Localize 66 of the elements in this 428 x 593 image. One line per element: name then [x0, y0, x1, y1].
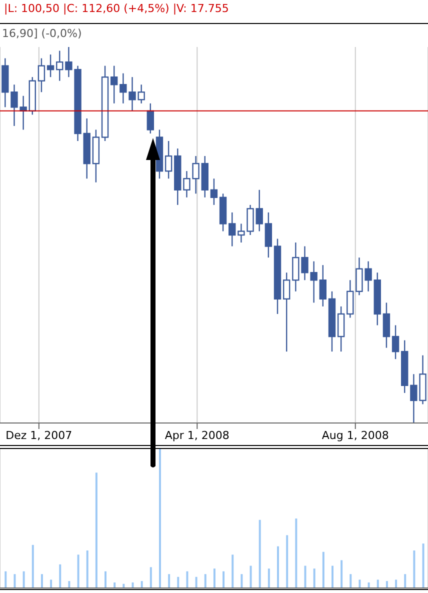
candlestick	[110, 65, 118, 104]
bar	[77, 554, 80, 588]
candlestick	[46, 54, 54, 78]
bar	[286, 535, 288, 588]
bar	[340, 560, 343, 588]
candlestick	[346, 280, 354, 318]
bar	[322, 552, 324, 588]
candlestick	[319, 264, 327, 308]
bar	[386, 581, 388, 588]
bar	[50, 580, 52, 588]
bar	[158, 449, 161, 588]
x-tick-label: Apr 1, 2008	[164, 428, 230, 442]
candlestick	[210, 178, 218, 206]
bar	[240, 574, 243, 588]
bar	[140, 581, 143, 588]
x-tick-label: Dez 1, 2007	[6, 428, 72, 442]
bar	[95, 472, 98, 588]
bar	[195, 576, 198, 588]
bar	[331, 566, 334, 588]
candlestick	[392, 324, 400, 360]
bar	[268, 568, 270, 588]
bar	[86, 550, 88, 588]
x-tick-label: Aug 1, 2008	[322, 428, 389, 442]
bar	[168, 574, 170, 588]
bar	[232, 554, 234, 588]
bar	[177, 576, 180, 588]
text: |L: 100,50 |C: 112,60 (+4,5%) |V: 17.755	[4, 2, 229, 15]
bar	[277, 546, 280, 588]
bar	[40, 574, 43, 588]
bar	[132, 582, 134, 588]
bar	[368, 582, 370, 588]
bar	[395, 580, 398, 588]
bar	[150, 567, 152, 588]
bar	[22, 571, 25, 588]
bar	[222, 571, 225, 588]
bar	[350, 574, 352, 588]
bar	[404, 574, 406, 588]
bar	[4, 571, 7, 588]
candlestick	[38, 58, 46, 93]
bar	[422, 544, 424, 588]
bar	[358, 580, 361, 588]
bar	[313, 568, 316, 588]
bar	[186, 571, 188, 588]
bar	[376, 580, 379, 588]
bar	[304, 566, 306, 588]
bar	[413, 550, 416, 588]
bar	[104, 571, 107, 588]
candlestick	[164, 140, 172, 180]
candlestick	[228, 212, 236, 247]
candlestick	[256, 189, 263, 232]
bar	[59, 564, 62, 588]
candlestick	[337, 306, 345, 352]
candlestick	[56, 50, 64, 82]
candlestick	[264, 212, 272, 258]
bar	[213, 568, 216, 588]
bar	[114, 582, 116, 588]
bar	[68, 581, 70, 588]
bar	[258, 520, 261, 588]
candlestick	[146, 102, 154, 134]
bar	[295, 518, 298, 588]
text: 16,90] (-0,0%)	[2, 27, 82, 40]
bar	[14, 574, 16, 588]
bar	[204, 574, 206, 588]
candlestick	[382, 302, 390, 348]
candlestick	[282, 272, 290, 352]
bar	[250, 566, 252, 588]
